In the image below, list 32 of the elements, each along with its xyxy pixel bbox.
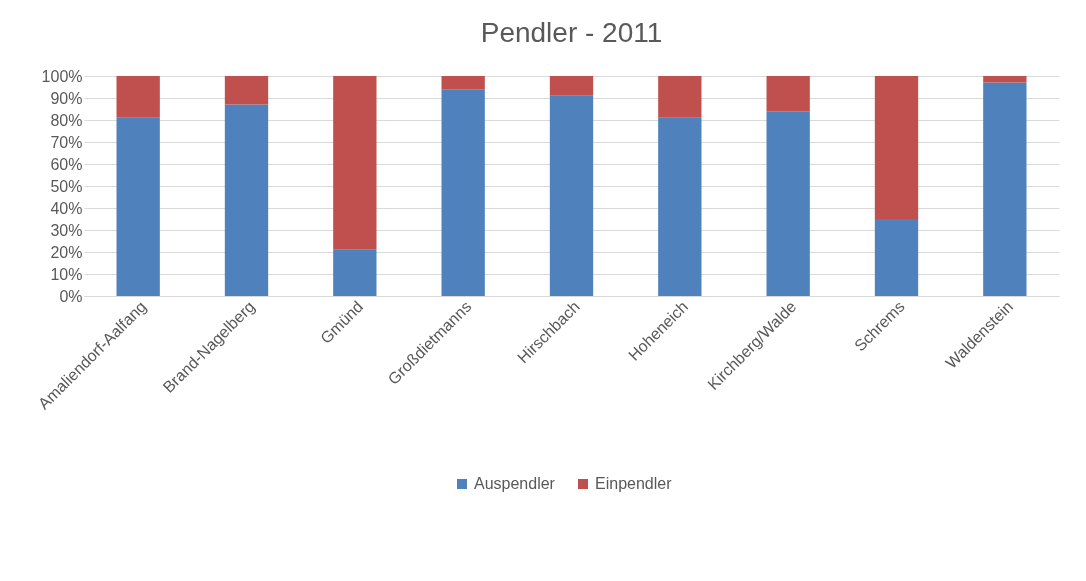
y-tick-label: 60% bbox=[50, 155, 83, 173]
bar bbox=[333, 76, 377, 250]
y-tick-label: 90% bbox=[50, 89, 83, 107]
y-tick-label: 50% bbox=[50, 177, 83, 195]
bar bbox=[983, 82, 1027, 296]
bar bbox=[766, 111, 810, 296]
y-tick-label: 0% bbox=[59, 287, 83, 305]
bar bbox=[333, 249, 377, 296]
legend-label: Auspendler bbox=[474, 475, 556, 492]
y-tick-label: 30% bbox=[50, 221, 83, 239]
bar bbox=[549, 95, 594, 296]
bar bbox=[116, 117, 160, 296]
bar bbox=[441, 76, 485, 90]
bar bbox=[441, 89, 485, 296]
y-tick-label: 40% bbox=[50, 199, 83, 217]
chart-title: Pendler - 2011 bbox=[480, 17, 663, 48]
bar bbox=[658, 117, 702, 296]
y-tick-label: 10% bbox=[50, 265, 83, 283]
y-tick-label: 80% bbox=[50, 111, 83, 129]
bar bbox=[549, 76, 594, 96]
bar bbox=[983, 76, 1027, 83]
y-tick-label: 20% bbox=[50, 243, 83, 261]
y-tick-label: 100% bbox=[41, 67, 83, 85]
bar bbox=[766, 76, 810, 112]
legend-label: Einpendler bbox=[595, 475, 673, 492]
bar bbox=[116, 76, 160, 118]
bar bbox=[874, 219, 919, 296]
bar bbox=[874, 76, 919, 219]
y-tick-label: 70% bbox=[50, 133, 83, 151]
bar bbox=[658, 76, 702, 118]
bar bbox=[224, 104, 269, 296]
bar bbox=[224, 76, 269, 105]
